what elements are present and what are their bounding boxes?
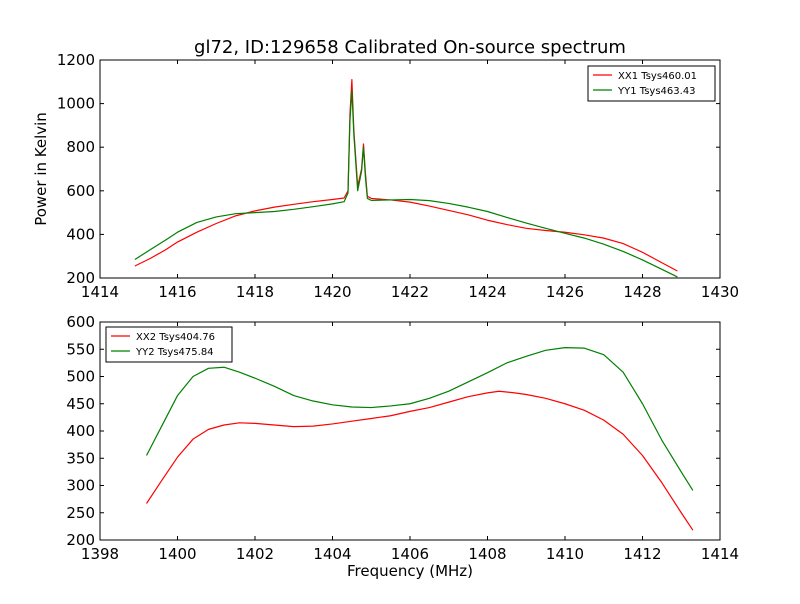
y-tick-label: 1200 — [57, 51, 95, 69]
legend: XX1 Tsys460.01 YY1 Tsys463.43 — [587, 65, 716, 102]
x-tick-label: 1398 — [81, 545, 119, 563]
y-tick-label: 800 — [66, 138, 95, 156]
x-axis-label: Frequency (MHz) — [347, 562, 473, 580]
x-tick-label: 1428 — [623, 283, 661, 301]
x-tick-label: 1400 — [158, 545, 196, 563]
y-tick-label: 400 — [66, 422, 95, 440]
y-axis-label: Power in Kelvin — [32, 112, 50, 226]
x-tick-label: 1426 — [546, 283, 584, 301]
legend-label-2: YY2 Tsys475.84 — [135, 347, 214, 358]
legend-label-2: YY1 Tsys463.43 — [617, 86, 696, 97]
y-tick-label: 450 — [66, 395, 95, 413]
y-tick-label: 250 — [66, 504, 95, 522]
x-tick-label: 1408 — [468, 545, 506, 563]
series-line-2 — [145, 347, 694, 491]
y-tick-label: 600 — [66, 182, 95, 200]
y-tick-label: 550 — [66, 340, 95, 358]
y-tick-label: 350 — [66, 449, 95, 467]
legend-box — [105, 326, 233, 363]
y-tick-label: 200 — [66, 269, 95, 287]
chart-panel-2: 1398 1400 1402 1404 1406 1408 1410 1412 1414 200 2… — [66, 313, 739, 580]
series-line-1 — [145, 390, 694, 531]
y-tick-label: 500 — [66, 368, 95, 386]
x-tick-label: 1406 — [391, 545, 429, 563]
x-tick-label: 1422 — [391, 283, 429, 301]
legend-label-1: XX2 Tsys404.76 — [136, 332, 215, 343]
x-tick-label: 1412 — [623, 545, 661, 563]
x-tick-label: 1416 — [158, 283, 196, 301]
y-tick-label: 400 — [66, 225, 95, 243]
chart-panel-1: 1414 1416 1418 1420 1422 1424 1426 1428 1430 200 4… — [32, 51, 739, 301]
x-tick-label: 1410 — [546, 545, 584, 563]
series-line-2 — [134, 89, 678, 278]
legend-box — [587, 65, 716, 102]
y-tick-label: 200 — [66, 531, 95, 549]
plot-layer: 1414 1416 1418 1420 1422 1424 1426 1428 1430 200 4… — [32, 51, 739, 580]
legend: XX2 Tsys404.76 YY2 Tsys475.84 — [105, 326, 233, 363]
x-tick-label: 1404 — [313, 545, 351, 563]
x-tick-label: 1420 — [313, 283, 351, 301]
x-tick-label: 1430 — [701, 283, 739, 301]
x-tick-label: 1402 — [236, 545, 274, 563]
x-tick-label: 1418 — [236, 283, 274, 301]
y-tick-label: 600 — [66, 313, 95, 331]
y-tick-label: 300 — [66, 477, 95, 495]
x-tick-label: 1414 — [701, 545, 739, 563]
figure-title: gl72, ID:129658 Calibrated On-source spe… — [194, 37, 626, 58]
x-tick-label: 1414 — [81, 283, 119, 301]
legend-label-1: XX1 Tsys460.01 — [618, 71, 697, 82]
y-tick-label: 1000 — [57, 95, 95, 113]
x-tick-label: 1424 — [468, 283, 506, 301]
